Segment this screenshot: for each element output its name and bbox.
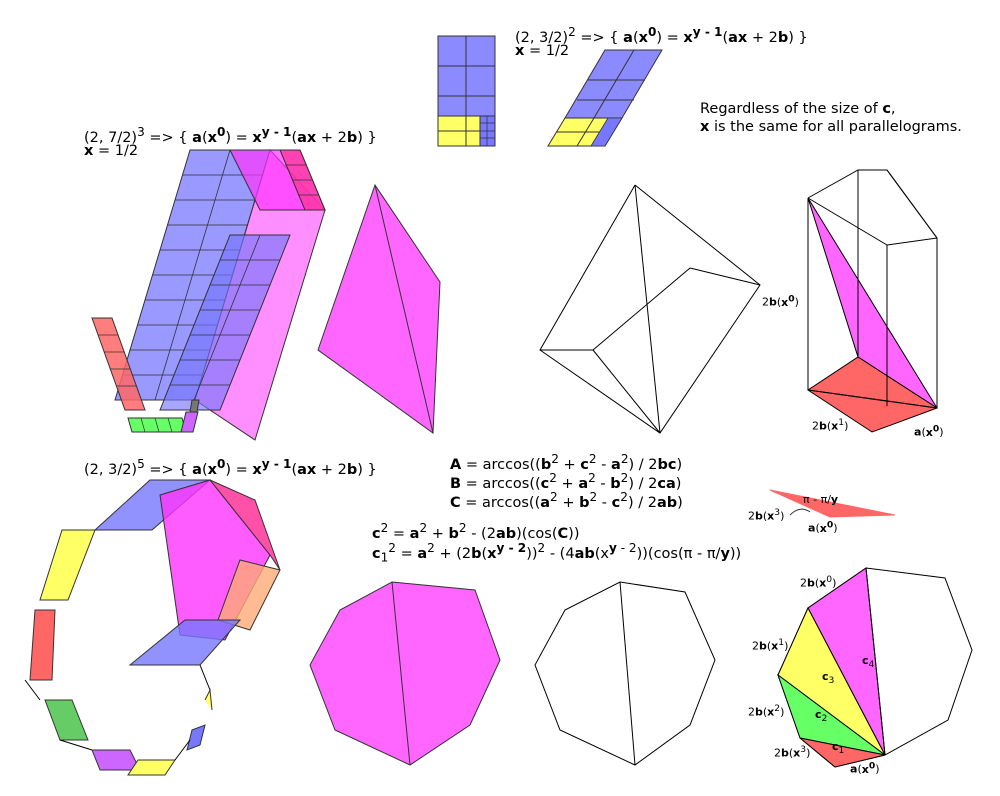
magenta-hexagon-diagonal bbox=[374, 184, 434, 434]
fan-label-b2: 2b(x2) bbox=[748, 703, 785, 719]
fan-label-b0: 2b(x0) bbox=[800, 574, 837, 590]
bottom-spiral-figure bbox=[24, 479, 281, 776]
fan-label-b3: 2b(x3) bbox=[774, 744, 811, 760]
spiral-yellow-small bbox=[127, 759, 176, 776]
spiral-orange bbox=[217, 559, 281, 631]
magenta-strip-grid bbox=[285, 164, 318, 196]
top-caption-line1: (2, 3/2)2 => { a(x0) = xy - 1(ax + 2b) } bbox=[515, 25, 808, 46]
top-rectangle-grid bbox=[437, 35, 496, 147]
bottom-caption-line1: (2, 3/2)5 => { a(x0) = xy - 1(ax + 2b) } bbox=[84, 457, 377, 478]
left-caption-line1: (2, 7/2)3 => { a(x0) = xy - 1(ax + 2b) } bbox=[84, 125, 377, 146]
fan-label-c3: c3 bbox=[822, 670, 835, 687]
top-parallelogram bbox=[547, 49, 663, 147]
fan-triangle-c1 bbox=[799, 737, 886, 768]
red-left-grid bbox=[98, 334, 136, 387]
formula-A: A = arccos((b2 + c2 - a2) / 2bc) bbox=[450, 452, 683, 473]
fan-decagon bbox=[776, 567, 973, 768]
blue-front-grid bbox=[123, 149, 263, 401]
top-caption-line2: x = 1/2 bbox=[515, 43, 570, 59]
magenta-hexagon bbox=[317, 183, 441, 434]
magenta-polygon-diagonal bbox=[391, 581, 411, 766]
law-of-cosines-1: c2 = a2 + b2 - (2ab)(cos(C)) bbox=[372, 521, 580, 542]
fan-label-c1: c1 bbox=[832, 740, 845, 757]
spiral-red bbox=[29, 609, 56, 681]
wedge-left-label: 2b(x3) bbox=[748, 507, 785, 523]
small-slanted-cells bbox=[590, 117, 623, 147]
prism-bottom-left-label: 2b(x1) bbox=[812, 417, 849, 433]
purple-tiny-strip bbox=[180, 411, 199, 433]
outlined-polygon bbox=[534, 581, 716, 766]
right-rectangular-prism bbox=[807, 169, 939, 433]
wedge-right-label: a(x0) bbox=[808, 519, 838, 535]
spiral-yellow bbox=[39, 529, 96, 601]
spiral-green bbox=[44, 699, 89, 741]
spiral-blue-bottom bbox=[128, 619, 242, 666]
wedge-angle-label: π - π/y bbox=[803, 493, 839, 506]
prism-bottom-right-label: a(x0) bbox=[914, 423, 944, 439]
fan-label-c4: c4 bbox=[862, 654, 875, 671]
magenta-polygon-bottom bbox=[309, 581, 501, 766]
left-prism-figure bbox=[91, 149, 326, 441]
prism-side-label: 2b(x0) bbox=[762, 293, 799, 309]
note-line2: x is the same for all parallelograms. bbox=[700, 119, 962, 135]
slanted-grid-lines bbox=[556, 49, 645, 147]
formula-B: B = arccos((c2 + a2 - b2) / 2ca) bbox=[450, 471, 682, 492]
fan-label-a0: a(x0) bbox=[850, 760, 880, 776]
angle-arc bbox=[789, 508, 811, 516]
wedge-triangle bbox=[769, 489, 896, 518]
formula-C: C = arccos((a2 + b2 - c2) / 2ab) bbox=[450, 490, 683, 511]
red-left-panel bbox=[91, 317, 146, 411]
fan-label-c2: c2 bbox=[815, 708, 828, 725]
small-grid-lines bbox=[480, 116, 495, 146]
green-strip-grid bbox=[140, 417, 173, 433]
note-line1: Regardless of the size of c, bbox=[700, 101, 896, 117]
fan-label-b1: 2b(x1) bbox=[752, 637, 789, 653]
left-caption-line2: x = 1/2 bbox=[84, 143, 139, 159]
wireframe-prism bbox=[539, 184, 761, 434]
red-wedge bbox=[769, 489, 896, 518]
law-of-cosines-2: c12 = a2 + (2b(xy - 2))2 - (4ab(xy - 2))… bbox=[372, 541, 742, 565]
grid-lines bbox=[438, 36, 495, 146]
blue-back-grid bbox=[170, 234, 280, 411]
spiral-blue-small bbox=[186, 724, 206, 751]
gray-tiny-strip bbox=[189, 399, 200, 413]
